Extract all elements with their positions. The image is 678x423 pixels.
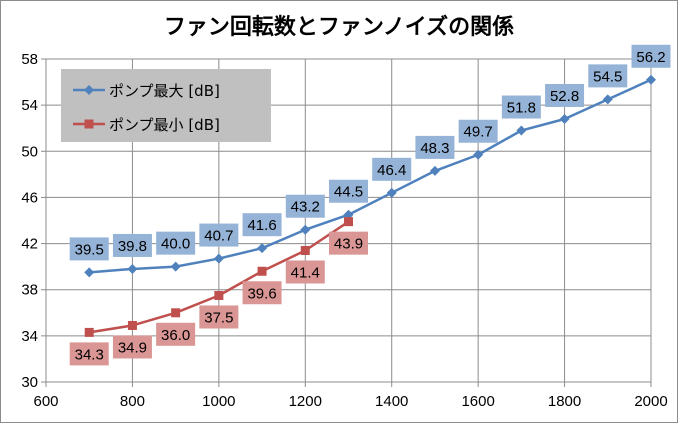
data-label-box (501, 95, 541, 119)
data-label-box (545, 83, 585, 107)
data-label-box (458, 119, 498, 143)
data-label-box (285, 260, 325, 284)
data-label: 52.8 (550, 88, 579, 105)
data-label-box (199, 305, 239, 329)
data-label: 41.4 (291, 264, 320, 281)
x-tick-label: 1400 (375, 393, 408, 410)
x-tick-label: 800 (120, 393, 145, 410)
data-label-box (69, 237, 109, 261)
data-label: 40.7 (204, 228, 233, 245)
axes: 30 34 38 42 46 50 54 58 600 800 1000 1200 1400 1600 18… (21, 51, 667, 410)
data-label: 34.3 (75, 346, 104, 363)
data-label-box (329, 231, 368, 255)
data-point-marker (300, 245, 310, 255)
y-tick-label: 58 (21, 51, 38, 68)
data-labels: 39.5 39.8 40.0 40.7 41.6 43.2 44.5 46.4 48.3 49.7… (69, 44, 671, 366)
y-tick-label: 34 (21, 328, 38, 345)
data-label: 40.0 (161, 236, 190, 253)
data-label-box (242, 281, 282, 305)
data-point-marker (213, 253, 224, 264)
y-tick-label: 38 (21, 282, 38, 299)
y-tick-label: 30 (21, 374, 38, 391)
legend-box (61, 69, 271, 142)
data-point-marker (257, 243, 268, 254)
series-lines (84, 74, 656, 337)
data-label: 49.7 (464, 124, 493, 141)
data-label-box (242, 213, 282, 237)
x-tick-label: 1200 (289, 393, 322, 410)
data-point-marker (214, 290, 224, 300)
y-tick-label: 46 (21, 189, 38, 206)
data-label-box (156, 322, 196, 346)
data-point-marker (171, 308, 181, 318)
data-point-marker (84, 327, 94, 337)
data-label: 51.8 (507, 100, 536, 117)
data-label-box (69, 342, 109, 366)
data-label: 39.6 (247, 285, 276, 302)
data-point-marker (257, 266, 267, 276)
data-label: 43.2 (291, 199, 320, 216)
legend-label: ポンプ最小 [dB] (109, 116, 220, 134)
data-label: 54.5 (593, 68, 622, 85)
data-label: 46.4 (377, 162, 406, 179)
y-tick-label: 42 (21, 236, 38, 253)
legend-marker (84, 85, 94, 95)
series-line-1 (89, 78, 652, 274)
chart-title: ファン回転数とファンノイズの関係 (164, 14, 514, 40)
data-label-box (112, 335, 152, 359)
data-point-marker (386, 187, 397, 198)
data-label: 39.8 (118, 238, 147, 255)
x-tick-label: 1000 (202, 393, 235, 410)
legend-marker (84, 119, 94, 129)
x-tick-label: 1800 (548, 393, 581, 410)
data-label-box (329, 179, 368, 203)
data-point-marker (344, 217, 353, 227)
data-label-box (631, 44, 671, 68)
data-point-marker (127, 320, 137, 330)
data-point-marker (473, 149, 484, 160)
x-tick-label: 2000 (634, 393, 667, 410)
data-label-box (156, 231, 196, 255)
data-label-box (199, 223, 239, 247)
data-label: 43.9 (334, 236, 363, 253)
y-tick-label: 50 (21, 143, 38, 160)
data-label-box (285, 194, 325, 218)
x-tick-label: 1600 (461, 393, 494, 410)
data-label: 44.5 (334, 184, 363, 201)
y-tick-label: 54 (21, 97, 38, 114)
data-point-marker (516, 125, 527, 136)
data-point-marker (170, 261, 181, 272)
data-point-marker (127, 263, 138, 274)
data-label: 39.5 (75, 241, 104, 258)
legend-label: ポンプ最大 [dB] (109, 82, 220, 100)
data-point-marker (429, 165, 440, 176)
data-point-marker (559, 113, 570, 124)
data-point-marker (602, 94, 613, 105)
data-label: 48.3 (420, 140, 449, 157)
data-label: 36.0 (161, 327, 190, 344)
data-point-marker (646, 74, 656, 85)
data-label-box (415, 135, 455, 159)
data-label: 41.6 (247, 217, 276, 234)
data-point-marker (300, 224, 311, 235)
data-label-box (112, 233, 152, 257)
data-point-marker (84, 267, 95, 278)
x-tick-label: 600 (33, 393, 58, 410)
data-label-box (588, 64, 628, 88)
data-label-box (372, 157, 412, 181)
legend: ポンプ最大 [dB] ポンプ最小 [dB] (61, 69, 271, 142)
data-label: 37.5 (204, 309, 233, 326)
data-label: 56.2 (636, 49, 665, 66)
data-label: 34.9 (118, 339, 147, 356)
